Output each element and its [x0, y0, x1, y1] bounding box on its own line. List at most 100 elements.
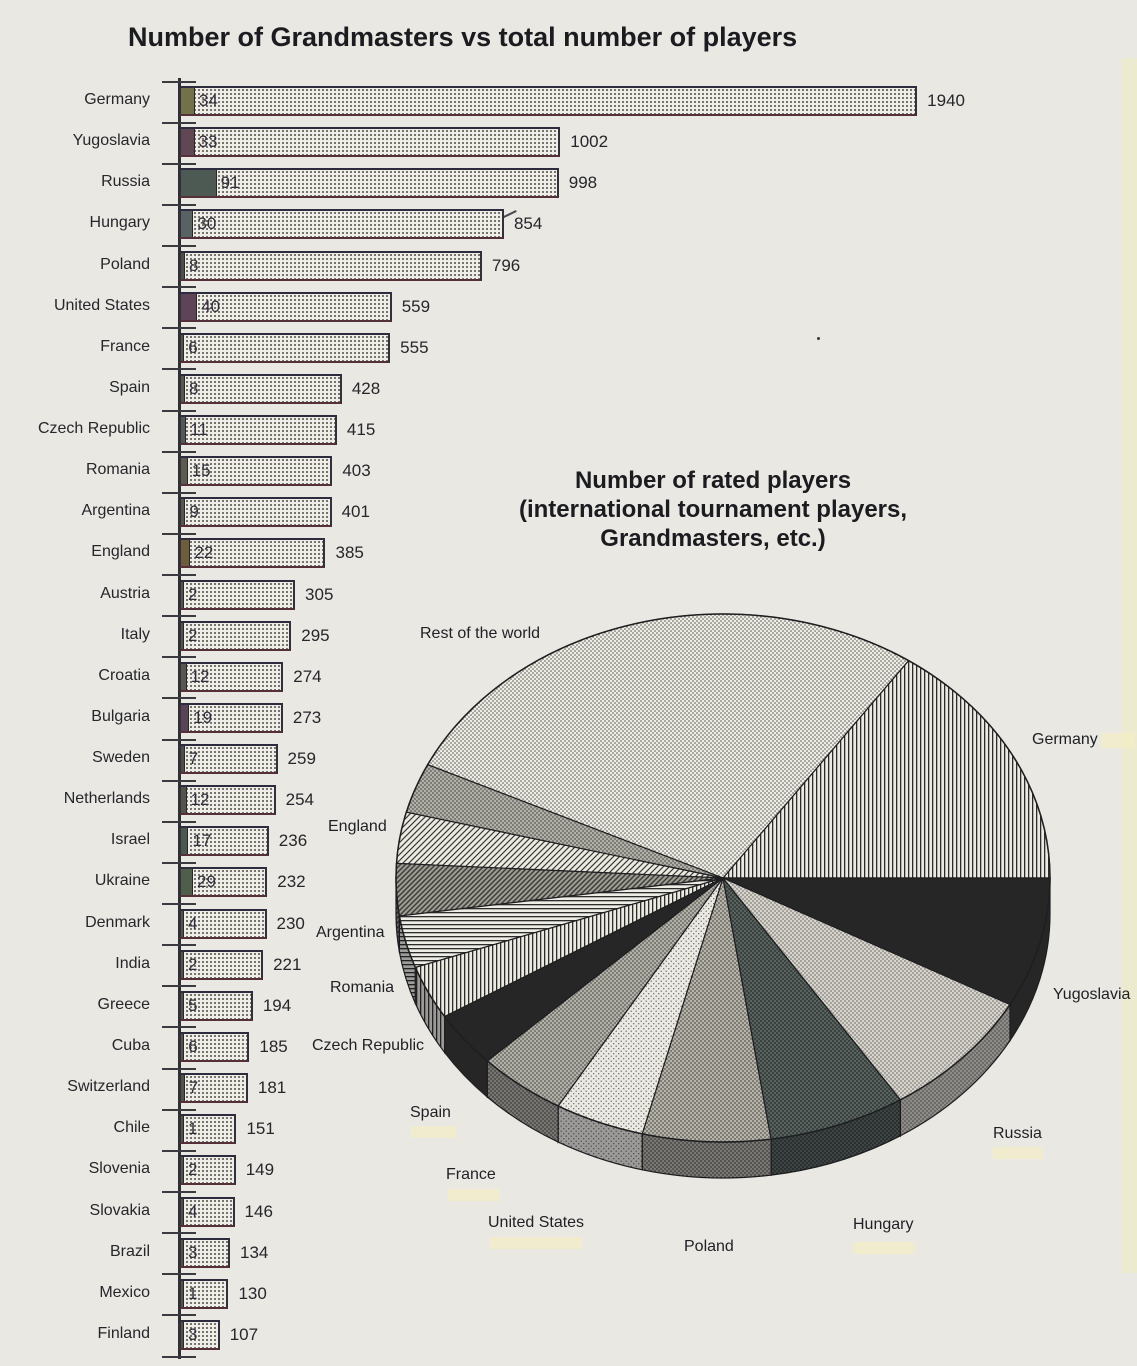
total-players-bar: [179, 291, 392, 322]
total-players-bar: [179, 620, 292, 651]
total-players-value: 295: [301, 625, 330, 645]
total-players-value: 230: [276, 913, 305, 933]
grandmasters-value: 1: [188, 1119, 198, 1139]
bar-category-label-italy: Italy: [120, 625, 150, 643]
pie-label-argentina: Argentina: [316, 924, 385, 941]
total-players-value: 854: [513, 214, 543, 234]
grandmasters-bar: [181, 88, 195, 114]
axis-tick: [162, 903, 196, 906]
bar-category-label-slovenia: Slovenia: [88, 1160, 150, 1178]
pie-slice-russia: [722, 877, 1011, 1101]
axis-tick: [162, 1273, 196, 1276]
total-players-bar: [179, 250, 482, 281]
scan-ghost-mark: [1101, 733, 1135, 748]
total-players-bar: [179, 1031, 250, 1062]
bar-category-label-finland: Finland: [97, 1324, 150, 1342]
pie-title-line1: Number of rated players: [574, 467, 852, 494]
total-players-value: 221: [273, 954, 302, 974]
pie-rim-shade: [642, 1133, 772, 1178]
total-players-value: 1940: [927, 91, 965, 110]
total-players-bar: [179, 415, 337, 446]
pie-slice-czech-republic: [414, 877, 724, 1018]
total-players-value: 181: [257, 1078, 287, 1098]
pie-side-face-shade: [444, 878, 723, 1053]
grandmasters-value: 2: [188, 584, 198, 604]
bar-category-label-israel: Israel: [110, 831, 150, 849]
axis-tick: [162, 738, 196, 741]
grandmasters-value: 91: [220, 173, 240, 193]
total-players-value: 555: [400, 337, 429, 357]
total-players-bar: [179, 908, 267, 939]
scan-ghost-mark: [411, 1126, 456, 1138]
grandmasters-value: 2: [188, 1160, 198, 1180]
pie-rim-france: [486, 1059, 559, 1143]
grandmasters-bar: [181, 1321, 184, 1348]
total-players-bar: [179, 373, 342, 404]
bar-category-label-cuba: Cuba: [111, 1036, 150, 1054]
pie-slice-france: [486, 877, 724, 1107]
grandmasters-bar: [181, 334, 185, 361]
pie-rim-russia: [899, 1002, 1011, 1137]
grandmasters-value: 3: [188, 1324, 198, 1344]
pie-side-face-shade: [723, 878, 901, 1136]
bar-category-label-russia: Russia: [101, 173, 150, 191]
grandmasters-value: 12: [190, 666, 210, 686]
axis-tick: [162, 450, 196, 453]
grandmasters-bar: [181, 1075, 185, 1102]
grandmasters-bar: [181, 211, 194, 238]
total-players-bar: [179, 538, 326, 569]
grandmasters-bar: [181, 704, 190, 731]
grandmasters-bar: [181, 787, 187, 814]
bar-category-label-mexico: Mexico: [99, 1283, 150, 1301]
grandmasters-bar: [181, 1280, 184, 1307]
grandmasters-bar: [181, 951, 184, 978]
grandmasters-bar: [181, 869, 194, 896]
total-players-value: 415: [346, 420, 376, 440]
pie-rim-argentina: [395, 878, 401, 953]
pie-label-united-states: United States: [488, 1214, 585, 1231]
pie-label-hungary: Hungary: [853, 1216, 914, 1233]
pie-rim-shade: [399, 916, 416, 1004]
grandmasters-bar: [181, 129, 195, 156]
total-players-bar: [179, 1278, 229, 1309]
total-players-bar: [179, 168, 559, 199]
total-players-value: 185: [259, 1036, 288, 1056]
pie-label-czech-republic: Czech Republic: [312, 1037, 425, 1054]
scan-ghost-mark: [490, 1237, 582, 1249]
pie-side-face-shade: [642, 878, 723, 1170]
pie-rim-shade: [558, 1106, 643, 1170]
axis-tick: [162, 162, 196, 165]
bar-category-label-czech-republic: Czech Republic: [37, 420, 150, 438]
scan-ghost-mark: [853, 1242, 915, 1254]
grandmasters-value: 15: [191, 461, 211, 481]
grandmasters-value: 12: [190, 790, 210, 810]
pie-rim-shade: [771, 1099, 901, 1176]
pie-rim-shade: [396, 878, 400, 953]
pie-side-face-hungary: [722, 877, 772, 1176]
scan-ghost-mark: [448, 1189, 500, 1201]
pie-side-face-russia: [722, 876, 902, 1138]
total-players-bar: [179, 826, 269, 857]
grandmasters-bar: [181, 992, 184, 1019]
bar-category-label-netherlands: Netherlands: [63, 790, 150, 808]
total-players-value: 796: [491, 255, 521, 275]
total-players-bar: [179, 785, 276, 816]
bar-category-label-spain: Spain: [109, 378, 150, 396]
total-players-bar: [179, 579, 296, 610]
total-players-value: 998: [568, 173, 598, 193]
total-players-bar: [179, 1155, 236, 1186]
grandmasters-bar: [181, 1116, 184, 1143]
pie-side-face-shade: [399, 878, 723, 953]
axis-tick: [162, 861, 196, 864]
pie-side-face-romania: [414, 877, 724, 1005]
grandmasters-value: 7: [188, 1078, 199, 1098]
total-players-value: 403: [342, 461, 371, 481]
total-players-value: 146: [244, 1201, 273, 1221]
grandmasters-bar: [181, 581, 184, 608]
total-players-bar: [179, 867, 268, 898]
bar-category-label-ukraine: Ukraine: [94, 872, 150, 890]
pie-label-france: France: [446, 1166, 496, 1183]
total-players-value: 559: [401, 296, 431, 316]
total-players-value: 194: [262, 995, 292, 1015]
axis-tick: [162, 574, 196, 577]
